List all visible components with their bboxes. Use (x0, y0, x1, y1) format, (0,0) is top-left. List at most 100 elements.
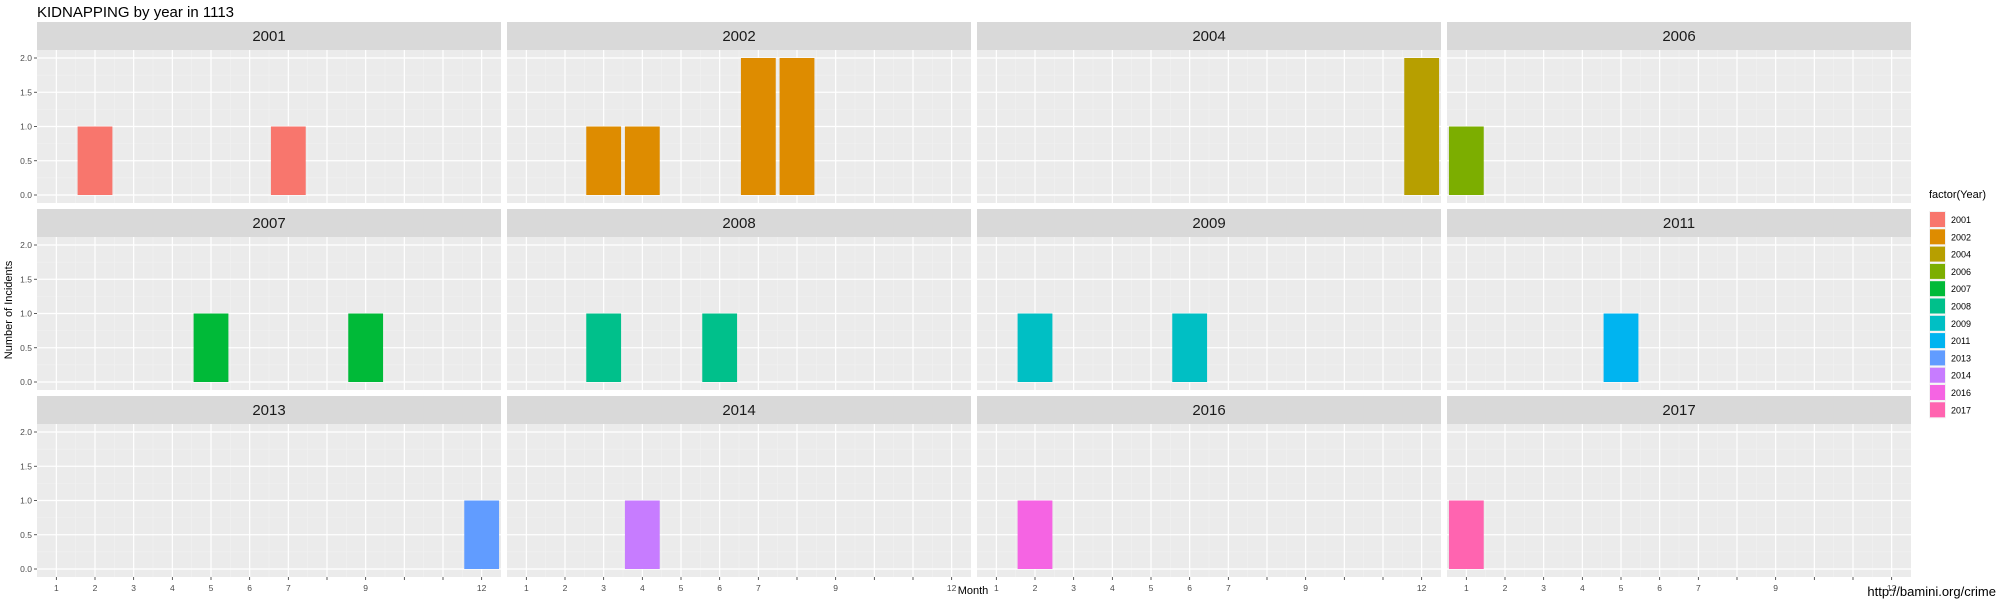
y-tick-label: 2.0 (20, 427, 32, 437)
facet-panel-2011: 2011 (1447, 209, 1911, 390)
facet-strip (37, 396, 501, 424)
x-tick-label: 4 (1110, 583, 1115, 593)
x-tick-label: 9 (1773, 583, 1778, 593)
legend-item-2017: 2017 (1929, 401, 1971, 419)
legend-item-2004: 2004 (1929, 245, 1971, 263)
legend-label: 2001 (1951, 215, 1971, 225)
x-tick-label: 6 (1657, 583, 1662, 593)
x-tick-label: 9 (833, 583, 838, 593)
legend-swatch (1930, 367, 1945, 383)
facet-strip (977, 209, 1441, 237)
x-tick-label: 1 (54, 583, 59, 593)
facet-strip-label: 2001 (252, 28, 285, 45)
x-tick-label: 9 (1303, 583, 1308, 593)
facet-panel-2004: 2004 (977, 22, 1441, 203)
facet-strip-label: 2006 (1662, 28, 1695, 45)
y-tick-label: 1.5 (20, 87, 32, 97)
x-tick-label: 5 (1619, 583, 1624, 593)
bar-2008-month-6 (702, 313, 738, 382)
x-tick-label: 12 (477, 583, 487, 593)
x-tick-label: 3 (1071, 583, 1076, 593)
y-tick-label: 1.5 (20, 274, 32, 284)
legend-label: 2002 (1951, 232, 1971, 242)
y-tick-label: 1.0 (20, 496, 32, 506)
facet-strip (507, 209, 971, 237)
facet-strip-label: 2016 (1192, 402, 1225, 419)
y-tick-label: 1.5 (20, 461, 32, 471)
x-tick-label: 6 (717, 583, 722, 593)
bar-2002-month-8 (779, 58, 815, 195)
legend: factor(Year) 2001 2002 2004 2006 2007 2008 2009… (1929, 189, 1986, 419)
facet-strip (977, 396, 1441, 424)
x-tick-label: 4 (170, 583, 175, 593)
legend-item-2016: 2016 (1929, 384, 1971, 401)
facet-panel-2008: 2008 (507, 209, 971, 390)
bar-2007-month-9 (348, 313, 384, 382)
facet-strip (507, 22, 971, 50)
facet-strip-label: 2004 (1192, 28, 1225, 45)
facet-strip-label: 2013 (252, 402, 285, 419)
x-tick-label: 7 (1226, 583, 1231, 593)
legend-swatch (1930, 229, 1945, 245)
legend-item-2011: 2011 (1929, 332, 1970, 350)
x-tick-label: 7 (756, 583, 761, 593)
x-tick-label: 5 (1149, 583, 1154, 593)
legend-item-2001: 2001 (1929, 211, 1971, 228)
y-tick-label: 0.0 (20, 564, 32, 574)
bar-2001-month-7 (270, 126, 306, 195)
facet-grid: 2001 0.0 0.5 1.0 1.5 2.0 2002 2004 2006 2007 0.0 0.… (20, 22, 1911, 593)
x-tick-label: 1 (524, 583, 529, 593)
legend-swatch (1930, 402, 1945, 418)
bar-2014-month-4 (624, 500, 660, 569)
legend-item-2009: 2009 (1929, 314, 1971, 332)
legend-label: 2004 (1951, 250, 1971, 260)
facet-strip (1447, 396, 1911, 424)
legend-label: 2006 (1951, 267, 1971, 277)
facet-strip (1447, 22, 1911, 50)
y-tick-label: 0.5 (20, 156, 32, 166)
legend-title: factor(Year) (1929, 189, 1986, 201)
x-tick-label: 9 (363, 583, 368, 593)
x-tick-label: 2 (1033, 583, 1038, 593)
legend-swatch (1930, 246, 1945, 262)
legend-swatch (1930, 281, 1945, 297)
bar-2007-month-5 (193, 313, 229, 382)
legend-label: 2008 (1951, 302, 1971, 312)
bar-2002-month-3 (586, 126, 622, 195)
bar-2008-month-3 (586, 313, 622, 382)
x-tick-label: 12 (947, 583, 957, 593)
x-tick-label: 6 (247, 583, 252, 593)
facet-strip-label: 2017 (1662, 402, 1695, 419)
x-tick-label: 4 (640, 583, 645, 593)
x-tick-label: 2 (563, 583, 568, 593)
bar-2011-month-5 (1603, 313, 1639, 382)
facet-strip (507, 396, 971, 424)
legend-item-2014: 2014 (1929, 366, 1971, 384)
bar-2009-month-6 (1172, 313, 1208, 382)
y-tick-label: 2.0 (20, 240, 32, 250)
facet-panel-2006: 2006 (1447, 22, 1911, 203)
x-tick-label: 3 (131, 583, 136, 593)
x-tick-label: 12 (1417, 583, 1427, 593)
facet-strip-label: 2009 (1192, 215, 1225, 232)
bar-2009-month-2 (1017, 313, 1053, 382)
bar-2017-month-1 (1448, 500, 1484, 569)
x-tick-label: 12 (1887, 583, 1897, 593)
bar-2001-month-2 (77, 126, 113, 195)
legend-label: 2013 (1951, 353, 1971, 363)
y-axis-title: Number of Incidents (3, 260, 15, 359)
bar-2002-month-4 (624, 126, 660, 195)
x-axis-title: Month (958, 585, 989, 597)
legend-item-2008: 2008 (1929, 297, 1971, 315)
y-tick-label: 1.0 (20, 122, 32, 132)
x-tick-label: 3 (601, 583, 606, 593)
bar-2004-month-12 (1404, 58, 1440, 195)
y-tick-label: 0.0 (20, 190, 32, 200)
facet-panel-2001: 2001 0.0 0.5 1.0 1.5 2.0 (20, 22, 501, 203)
legend-label: 2016 (1951, 388, 1971, 398)
facet-strip (1447, 209, 1911, 237)
facet-panel-2002: 2002 (507, 22, 971, 203)
